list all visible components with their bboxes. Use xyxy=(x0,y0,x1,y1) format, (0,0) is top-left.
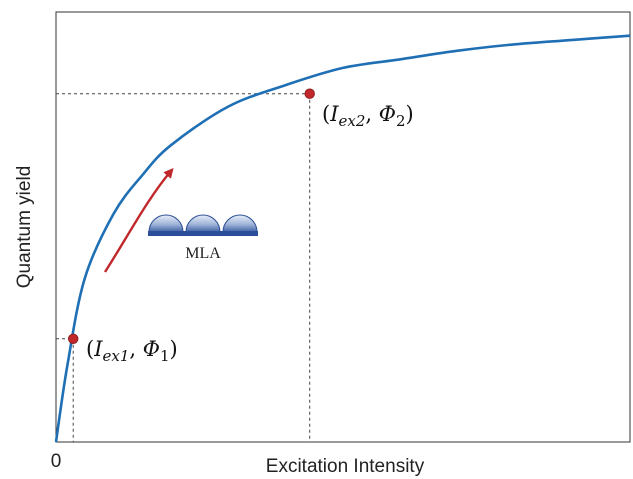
point-label-part: , xyxy=(129,337,142,361)
point-label-part: Φ xyxy=(143,337,160,361)
plot-frame xyxy=(55,11,631,443)
series-line xyxy=(54,34,631,443)
data-point-2 xyxy=(304,88,315,99)
y-axis-label: Quantum yield xyxy=(14,166,35,289)
x-axis-label: Excitation Intensity xyxy=(266,456,425,477)
point-label-part: ) xyxy=(170,337,178,361)
point-label-1: (Iex1, Φ1) xyxy=(86,337,178,365)
microlens-array-icon xyxy=(148,214,258,236)
point-label-part: Φ xyxy=(379,102,396,126)
point-label-part: I xyxy=(93,337,103,361)
point-label-part: ex1 xyxy=(103,347,130,365)
point-label-part: ex2 xyxy=(339,112,366,130)
point-label-part: ( xyxy=(86,337,94,361)
point-label-part: I xyxy=(329,102,339,126)
guide-lines xyxy=(56,93,311,442)
point-label-part: ) xyxy=(406,102,414,126)
point-label-2: (Iex2, Φ2) xyxy=(322,102,414,130)
point-label-part: ( xyxy=(322,102,330,126)
trend-arrow xyxy=(103,167,174,273)
mla-label: MLA xyxy=(185,245,221,262)
point-label-part: 2 xyxy=(396,112,406,130)
point-label-part: , xyxy=(365,102,378,126)
x-tick-label: 0 xyxy=(51,451,62,472)
data-point-1 xyxy=(68,333,79,345)
data-points xyxy=(68,88,315,345)
point-label-part: 1 xyxy=(160,347,170,365)
